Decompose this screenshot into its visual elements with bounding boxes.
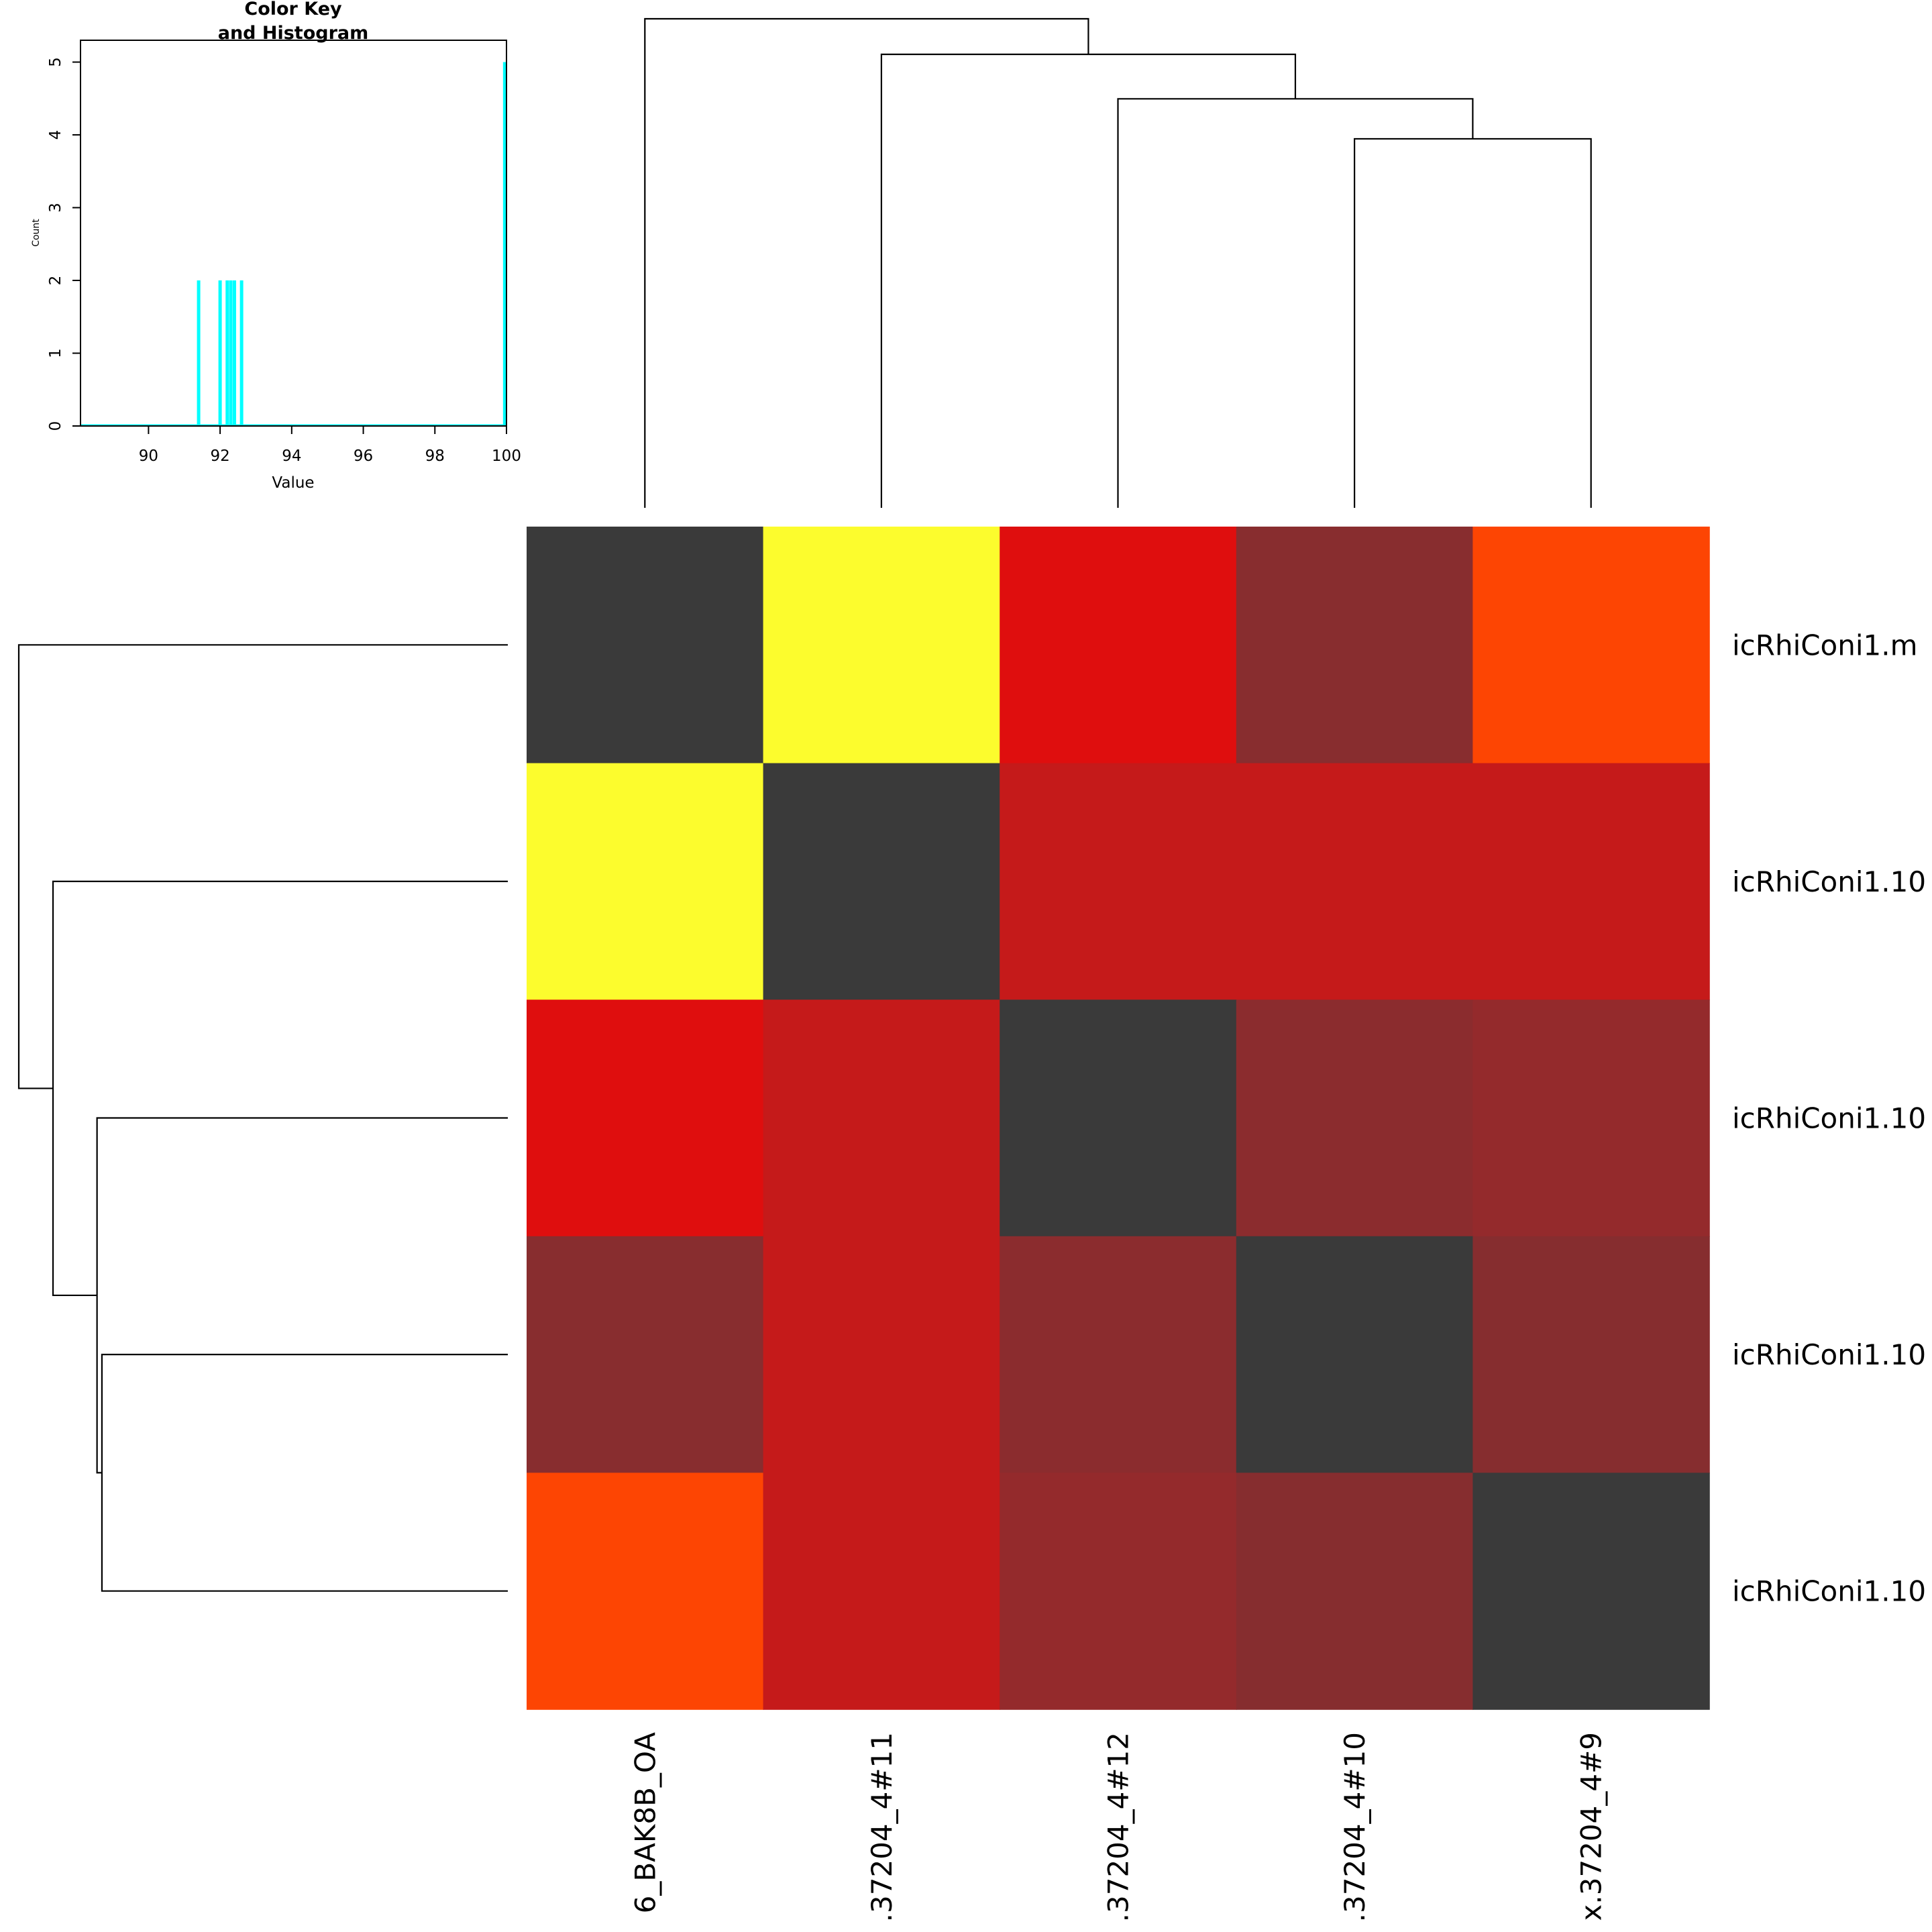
column-dendrogram-branch-2: [880, 53, 1297, 508]
column-label-2: .37204_4#12: [1102, 1732, 1135, 1922]
heatmap-cell-r1-c4: [1472, 763, 1710, 1000]
color-key-x-tick-label-4: 98: [425, 447, 445, 465]
heatmap-cell-r1-c0: [527, 763, 764, 1000]
heatmap-cell-r0-c1: [763, 527, 1000, 764]
row-labels: icRhiConi1.m icRhiConi1.10 icRhiConi1.10 ic…: [1732, 629, 1926, 1607]
heatmap-cell-r3-c2: [1000, 1236, 1237, 1474]
color-key-y-tick-label-5: 5: [47, 57, 64, 67]
heatmap-cell-r0-c3: [1236, 527, 1474, 764]
heatmap-cell-r1-c2: [1000, 763, 1237, 1000]
color-key-y-tick-label-4: 4: [47, 130, 64, 140]
heatmap-cell-r0-c0: [527, 527, 764, 764]
row-dendrogram: [17, 644, 508, 1592]
column-label-1: .37204_4#11: [865, 1732, 898, 1922]
heatmap-cell-r2-c1: [763, 1000, 1000, 1237]
row-label-2: icRhiConi1.10: [1732, 1102, 1926, 1135]
color-key-y-tick-label-1: 1: [47, 348, 64, 358]
heatmap-cell-r1-c3: [1236, 763, 1474, 1000]
heatmap-cell-r3-c4: [1472, 1236, 1710, 1474]
heatmap-cell-r4-c4: [1472, 1472, 1710, 1710]
color-key-panel: Color Key and Histogram 90 92 94 96 98 100012…: [31, 0, 521, 492]
heatmap-cells: [527, 527, 1710, 1710]
color-key-y-tick-label-0: 0: [47, 421, 64, 431]
heatmap-cell-r2-c2: [1000, 1000, 1237, 1237]
heatmap-cell-r2-c0: [527, 1000, 764, 1237]
heatmap-cell-r1-c1: [763, 763, 1000, 1000]
heatmap-cell-r4-c1: [763, 1472, 1000, 1710]
color-key-x-tick-label-2: 94: [282, 447, 301, 465]
color-key-x-tick-label-3: 96: [354, 447, 373, 465]
heatmap-cell-r4-c3: [1236, 1472, 1474, 1710]
color-key-y-axis-label: Count: [31, 219, 42, 247]
color-key-y-tick-label-2: 2: [47, 276, 64, 286]
column-dendrogram-branch-1: [1117, 98, 1474, 508]
color-key-title: Color Key: [244, 0, 342, 19]
column-label-4: x.37204_4#9: [1575, 1732, 1608, 1921]
color-key-x-tick-label-1: 92: [210, 447, 229, 465]
column-dendrogram: [644, 17, 1592, 508]
color-key-x-tick-label-0: 90: [139, 447, 158, 465]
color-key-x-axis-label: Value: [272, 474, 314, 492]
heatmap-cell-r4-c2: [1000, 1472, 1237, 1710]
column-dendrogram-branch-3: [644, 17, 1089, 508]
color-key-x-tick-label-5: 100: [492, 447, 521, 465]
heatmap-cell-r4-c0: [527, 1472, 764, 1710]
row-label-1: icRhiConi1.10: [1732, 865, 1926, 898]
row-label-4: icRhiConi1.10: [1732, 1575, 1926, 1608]
heatmap-cell-r0-c4: [1472, 527, 1710, 764]
color-key-y-tick-label-3: 3: [47, 203, 64, 213]
heatmap-cell-r3-c3: [1236, 1236, 1474, 1474]
column-label-0: 6_BAK8B_OA: [629, 1732, 661, 1914]
column-labels: 6_BAK8B_OA .37204_4#11 .37204_4#12 .37204_4…: [629, 1732, 1607, 1923]
heatmap-cell-r2-c4: [1472, 1000, 1710, 1237]
heatmap-cell-r0-c2: [1000, 527, 1237, 764]
color-key-frame: [80, 40, 507, 427]
row-dendrogram-branch-3: [17, 644, 508, 1089]
heatmap-cell-r2-c3: [1236, 1000, 1474, 1237]
heatmap-cell-r3-c0: [527, 1236, 764, 1474]
column-label-3: .37204_4#10: [1338, 1732, 1371, 1922]
row-label-3: icRhiConi1.10: [1732, 1338, 1926, 1371]
row-label-0: icRhiConi1.m: [1732, 629, 1918, 661]
heatmap-cell-r3-c1: [763, 1236, 1000, 1474]
